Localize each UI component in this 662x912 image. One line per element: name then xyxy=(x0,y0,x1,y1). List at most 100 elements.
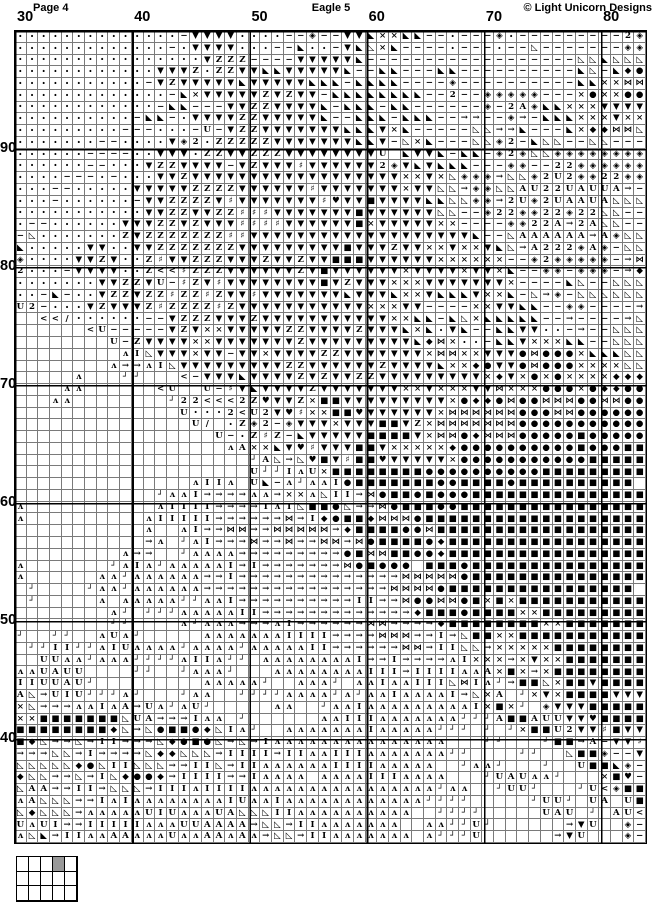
stitch-cell: I xyxy=(307,831,319,843)
stitch-cell xyxy=(15,642,27,655)
stitch-cell: I xyxy=(435,666,448,679)
stitch-cell: ● xyxy=(529,419,541,432)
stitch-cell xyxy=(143,407,156,420)
stitch-cell: 2 xyxy=(622,31,635,43)
stitch-cell: ┘ xyxy=(38,642,51,655)
stitch-cell: → xyxy=(494,195,506,208)
stitch-cell xyxy=(505,690,518,702)
stitch-cell: ■ xyxy=(599,713,611,726)
stitch-cell: ■ xyxy=(377,525,389,538)
stitch-cell: × xyxy=(575,101,588,114)
stitch-cell: ■ xyxy=(610,678,623,690)
stitch-cell: ◣ xyxy=(517,301,530,314)
stitch-cell: ◣ xyxy=(400,148,413,161)
stitch-cell xyxy=(26,360,39,373)
stitch-cell: → xyxy=(260,595,273,608)
stitch-cell: → xyxy=(365,654,378,667)
stitch-cell: ┘ xyxy=(330,690,343,702)
stitch-cell: ▼ xyxy=(225,289,238,302)
stitch-cell: ▼ xyxy=(552,701,565,714)
stitch-cell xyxy=(108,442,121,455)
stitch-cell: − xyxy=(634,207,646,220)
stitch-cell: − xyxy=(412,66,424,79)
stitch-cell: Z xyxy=(190,231,202,243)
stitch-cell: U xyxy=(529,183,541,196)
stitch-cell: ▼ xyxy=(307,254,319,267)
stitch-cell: Z xyxy=(155,289,167,302)
stitch-cell: Z xyxy=(213,254,226,267)
stitch-cell: ▼ xyxy=(283,301,296,314)
stitch-cell: ▼ xyxy=(342,431,354,443)
stitch-cell: ■ xyxy=(575,748,588,761)
stitch-cell xyxy=(599,819,611,832)
stitch-cell: ▼ xyxy=(388,172,401,184)
stitch-cell: → xyxy=(307,584,319,596)
stitch-cell xyxy=(50,548,62,561)
stitch-cell xyxy=(85,560,97,573)
stitch-cell xyxy=(201,466,214,479)
stitch-cell xyxy=(73,407,86,420)
stitch-cell: 2 xyxy=(225,407,238,420)
stitch-cell: ▼ xyxy=(412,372,424,385)
stitch-cell: ■ xyxy=(494,525,506,538)
stitch-cell: → xyxy=(61,701,74,714)
stitch-cell: ● xyxy=(575,454,588,467)
stitch-cell: × xyxy=(412,325,424,337)
stitch-cell: ▼ xyxy=(237,278,249,290)
stitch-cell: ■ xyxy=(353,207,366,220)
stitch-cell: A xyxy=(120,831,132,843)
stitch-cell: → xyxy=(96,748,109,761)
stitch-cell: ┘ xyxy=(108,619,121,632)
stitch-cell: → xyxy=(237,595,249,608)
stitch-cell xyxy=(50,372,62,385)
stitch-cell: ◆ xyxy=(482,395,495,408)
stitch-cell: × xyxy=(564,101,576,114)
stitch-cell: × xyxy=(423,419,436,432)
stitch-cell xyxy=(494,807,506,820)
stitch-cell: ◺ xyxy=(120,784,132,796)
stitch-cell: ■ xyxy=(494,513,506,526)
stitch-cell: · xyxy=(15,89,27,102)
stitch-cell: I xyxy=(225,784,238,796)
stitch-cell: − xyxy=(529,66,541,79)
stitch-cell: → xyxy=(272,584,284,596)
stitch-cell: ■ xyxy=(365,195,378,208)
stitch-cell xyxy=(470,725,483,738)
stitch-cell: → xyxy=(237,584,249,596)
stitch-cell xyxy=(108,489,121,502)
stitch-cell: ʌ xyxy=(295,654,308,667)
stitch-cell: ▼ xyxy=(201,207,214,220)
stitch-cell: × xyxy=(26,713,39,726)
stitch-cell: ┘ xyxy=(447,807,460,820)
stitch-cell: ▼ xyxy=(190,42,202,55)
stitch-cell: × xyxy=(552,690,565,702)
stitch-cell: ◺ xyxy=(272,831,284,843)
stitch-cell: ■ xyxy=(610,584,623,596)
stitch-cell: − xyxy=(540,66,553,79)
stitch-cell: ⋈ xyxy=(552,407,565,420)
stitch-cell: ʌ xyxy=(342,819,354,832)
stitch-cell: − xyxy=(564,31,576,43)
stitch-cell: ◺ xyxy=(575,278,588,290)
stitch-cell: ◣ xyxy=(365,136,378,149)
stitch-cell: ʌ xyxy=(435,772,448,785)
stitch-cell: ┘ xyxy=(529,784,541,796)
stitch-cell: → xyxy=(260,607,273,620)
stitch-cell: ■ xyxy=(365,466,378,479)
stitch-cell: − xyxy=(213,125,226,137)
stitch-cell: ▼ xyxy=(400,360,413,373)
stitch-cell xyxy=(575,772,588,785)
stitch-cell: U xyxy=(73,690,86,702)
stitch-cell: ʌ xyxy=(318,478,331,490)
stitch-cell: · xyxy=(38,54,51,67)
stitch-cell: ■ xyxy=(505,619,518,632)
stitch-cell xyxy=(295,713,308,726)
stitch-cell: 2 xyxy=(26,301,39,314)
stitch-cell: · xyxy=(120,42,132,55)
stitch-cell: − xyxy=(482,31,495,43)
stitch-cell: − xyxy=(190,101,202,114)
page-label: Page 4 xyxy=(33,2,69,14)
stitch-cell: ʌ xyxy=(225,478,238,490)
stitch-cell xyxy=(38,348,51,361)
stitch-cell: · xyxy=(131,101,144,114)
